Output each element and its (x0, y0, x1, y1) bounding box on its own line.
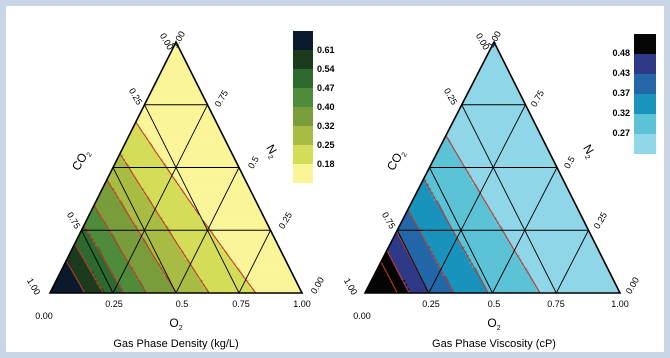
density-right-axis-title: N2 (262, 142, 282, 161)
figure-canvas: 0.00 0.25 0.5 0.75 1.00 1.00 0.75 0.25 0… (25, 29, 656, 350)
legend-label: 0.47 (317, 83, 335, 93)
figure-frame: 0.00 0.25 0.5 0.75 1.00 1.00 0.75 0.25 0… (6, 6, 664, 352)
legend-swatch (293, 126, 313, 145)
legend-swatch (293, 88, 313, 107)
density-right-tick: 0.75 (213, 88, 230, 108)
density-fill (49, 41, 303, 294)
density-chart-title: Gas Phase Density (kg/L) (113, 338, 238, 350)
legend-label: 0.61 (317, 45, 335, 55)
legend-swatch (293, 69, 313, 88)
legend-label: 0.25 (317, 140, 335, 150)
legend-swatch (293, 31, 313, 50)
density-bottom-axis-title: O2 (169, 316, 182, 332)
density-left-axis-title: CO2 (69, 147, 94, 174)
density-bottom-tick: 0.00 (35, 311, 53, 321)
chart-density: 0.00 0.25 0.5 0.75 1.00 1.00 0.75 0.25 0… (25, 29, 335, 350)
density-bottom-tick: 0.5 (176, 299, 189, 309)
density-bottom-tick: 1.00 (293, 299, 311, 309)
density-right-tick: 1.00 (170, 29, 187, 49)
density-bottom-tick: 0.25 (105, 299, 123, 309)
density-left-tick: 1.00 (25, 276, 42, 296)
density-right-tick: 0.25 (277, 210, 294, 230)
legend-label: 0.54 (317, 64, 335, 74)
legend-swatch (293, 145, 313, 164)
density-left-tick: 0.75 (65, 210, 82, 230)
chart-viscosity: 0.00 0.25 0.5 0.75 1.00 1.00 0.75 0.25 0… (342, 29, 656, 350)
legend-label: 0.32 (317, 121, 335, 131)
legend-swatch (293, 164, 313, 183)
legend-swatch (293, 107, 313, 126)
density-bottom-tick: 0.75 (232, 299, 250, 309)
legend-swatch (293, 50, 313, 69)
density-legend: 0.61 0.54 0.47 0.40 0.32 0.25 0.18 (293, 31, 335, 183)
legend-label: 0.18 (317, 159, 335, 169)
density-right-tick: 0.00 (309, 275, 326, 295)
legend-label: 0.40 (317, 102, 335, 112)
density-left-tick: 0.25 (127, 86, 144, 106)
density-right-tick: 0.5 (246, 155, 261, 171)
